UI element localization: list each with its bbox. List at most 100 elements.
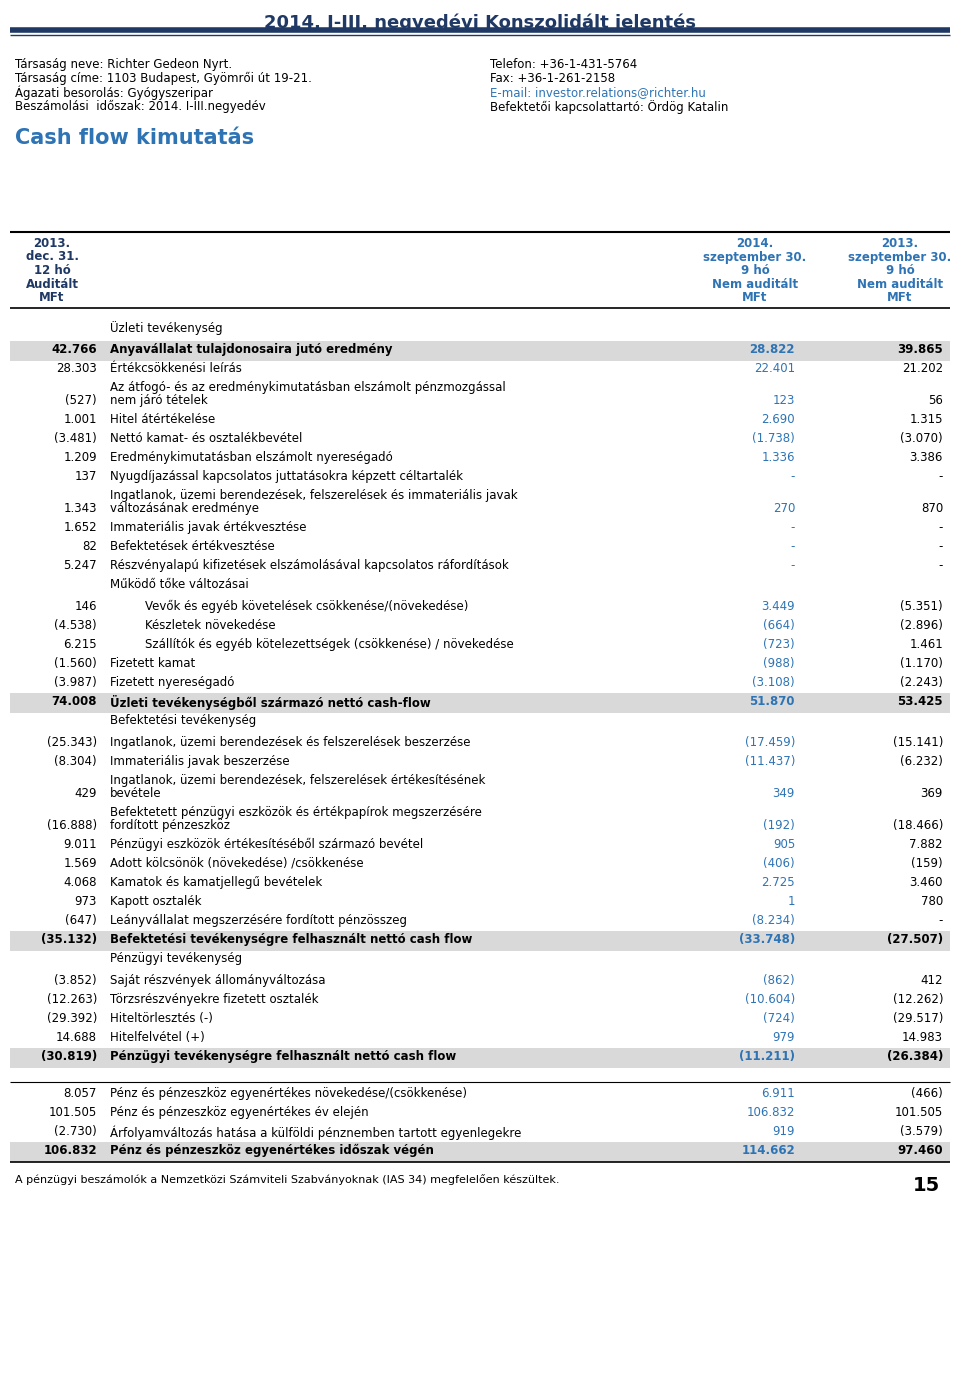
Text: Nem auditált: Nem auditált [857, 277, 943, 291]
Text: Kapott osztalék: Kapott osztalék [110, 895, 202, 908]
Text: 74.008: 74.008 [52, 695, 97, 708]
Text: (8.304): (8.304) [55, 755, 97, 768]
Text: 114.662: 114.662 [741, 1144, 795, 1157]
Text: 2.690: 2.690 [761, 413, 795, 427]
Text: 3.386: 3.386 [910, 450, 943, 464]
Text: Hiteltörlesztés (-): Hiteltörlesztés (-) [110, 1011, 213, 1025]
Text: Ingatlanok, üzemi berendezések és felszerelések beszerzése: Ingatlanok, üzemi berendezések és felsze… [110, 736, 470, 748]
Text: (12.262): (12.262) [893, 993, 943, 1006]
Text: Telefon: +36-1-431-5764: Telefon: +36-1-431-5764 [490, 57, 637, 71]
Text: (3.108): (3.108) [753, 676, 795, 688]
Text: 1.209: 1.209 [63, 450, 97, 464]
Text: fordított pénzeszköz: fordított pénzeszköz [110, 818, 230, 832]
Text: Pénzügyi tevékenység: Pénzügyi tevékenység [110, 951, 242, 965]
Text: (5.351): (5.351) [900, 600, 943, 613]
Text: Vevők és egyéb követelések csökkenése/(növekedése): Vevők és egyéb követelések csökkenése/(n… [145, 600, 468, 613]
Text: 106.832: 106.832 [747, 1107, 795, 1119]
Bar [10, 1142, 950, 1163]
Text: Szállítók és egyéb kötelezettségek (csökkenése) / növekedése: Szállítók és egyéb kötelezettségek (csök… [145, 638, 514, 651]
Text: Működő tőke változásai: Működő tőke változásai [110, 578, 249, 590]
Text: (664): (664) [763, 618, 795, 632]
Text: 1.315: 1.315 [909, 413, 943, 427]
Text: 349: 349 [773, 788, 795, 800]
Text: 15: 15 [913, 1177, 940, 1195]
Text: Adott kölcsönök (növekedése) /csökkenése: Adott kölcsönök (növekedése) /csökkenése [110, 858, 364, 870]
Text: 1.343: 1.343 [63, 502, 97, 515]
Text: Fizetett nyereségadó: Fizetett nyereségadó [110, 676, 234, 688]
Text: (406): (406) [763, 858, 795, 870]
Text: Auditált: Auditált [26, 277, 79, 291]
Text: -: - [939, 914, 943, 928]
Text: Társaság címe: 1103 Budapest, Gyömrői út 19-21.: Társaság címe: 1103 Budapest, Gyömrői út… [15, 71, 312, 85]
Text: 919: 919 [773, 1125, 795, 1137]
Text: (3.987): (3.987) [55, 676, 97, 688]
Text: -: - [791, 470, 795, 483]
Text: dec. 31.: dec. 31. [26, 250, 79, 263]
Text: -: - [939, 520, 943, 534]
Text: (33.748): (33.748) [739, 933, 795, 946]
Text: (527): (527) [65, 395, 97, 407]
Text: 42.766: 42.766 [52, 343, 97, 355]
Text: (25.343): (25.343) [47, 736, 97, 748]
Text: (3.579): (3.579) [900, 1125, 943, 1137]
Text: -: - [939, 470, 943, 483]
Text: Saját részvények állományváltozása: Saját részvények állományváltozása [110, 974, 325, 988]
Text: 9 hó: 9 hó [886, 264, 914, 277]
Text: (159): (159) [911, 858, 943, 870]
Text: 51.870: 51.870 [750, 695, 795, 708]
Text: 146: 146 [75, 600, 97, 613]
Text: -: - [939, 560, 943, 572]
Text: Anyavállalat tulajdonosaira jutó eredmény: Anyavállalat tulajdonosaira jutó eredmén… [110, 343, 393, 355]
Text: Immateriális javak értékvesztése: Immateriális javak értékvesztése [110, 520, 306, 534]
Text: 101.505: 101.505 [895, 1107, 943, 1119]
Text: (16.888): (16.888) [47, 818, 97, 832]
Text: Ingatlanok, üzemi berendezések, felszerelések és immateriális javak: Ingatlanok, üzemi berendezések, felszere… [110, 490, 517, 502]
Text: -: - [791, 540, 795, 553]
Text: 101.505: 101.505 [49, 1107, 97, 1119]
Text: Befektetői kapcsolattartó: Ördög Katalin: Befektetői kapcsolattartó: Ördög Katalin [490, 99, 729, 113]
Text: 270: 270 [773, 502, 795, 515]
Text: MFt: MFt [742, 291, 768, 304]
Text: Üzleti tevékenység: Üzleti tevékenység [110, 320, 223, 334]
Text: 82: 82 [83, 540, 97, 553]
Text: (4.538): (4.538) [55, 618, 97, 632]
Text: változásának eredménye: változásának eredménye [110, 502, 259, 515]
Text: (2.730): (2.730) [55, 1125, 97, 1137]
Bar [10, 341, 950, 361]
Text: -: - [791, 520, 795, 534]
Text: -: - [939, 540, 943, 553]
Text: -: - [791, 560, 795, 572]
Text: (11.211): (11.211) [739, 1051, 795, 1063]
Text: MFt: MFt [887, 291, 913, 304]
Text: (27.507): (27.507) [887, 933, 943, 946]
Text: Leányvállalat megszerzésére fordított pénzösszeg: Leányvállalat megszerzésére fordított pé… [110, 914, 407, 928]
Text: Befektetett pénzügyi eszközök és értékpapírok megszerzésére: Befektetett pénzügyi eszközök és értékpa… [110, 806, 482, 818]
Text: 14.983: 14.983 [902, 1031, 943, 1044]
Text: Kamatok és kamatjellegű bevételek: Kamatok és kamatjellegű bevételek [110, 876, 323, 888]
Text: 1: 1 [787, 895, 795, 908]
Text: 2013.: 2013. [881, 236, 919, 250]
Text: (1.170): (1.170) [900, 658, 943, 670]
Text: 412: 412 [921, 974, 943, 988]
Text: (3.852): (3.852) [55, 974, 97, 988]
Text: Fizetett kamat: Fizetett kamat [110, 658, 195, 670]
Text: Árfolyamváltozás hatása a külföldi pénznemben tartott egyenlegekre: Árfolyamváltozás hatása a külföldi pénzn… [110, 1125, 521, 1140]
Text: Beszámolási  időszak: 2014. I-III.negyedév: Beszámolási időszak: 2014. I-III.negyedé… [15, 99, 266, 113]
Text: 137: 137 [75, 470, 97, 483]
Text: 2014.: 2014. [736, 236, 774, 250]
Text: 1.652: 1.652 [63, 520, 97, 534]
Text: Pénz és pénzeszköz egyenértékes év elején: Pénz és pénzeszköz egyenértékes év elejé… [110, 1107, 369, 1119]
Text: 2014. I-III. negyedévi Konszolidált jelentés: 2014. I-III. negyedévi Konszolidált jele… [264, 13, 696, 32]
Text: (1.560): (1.560) [55, 658, 97, 670]
Text: 56: 56 [928, 395, 943, 407]
Text: 369: 369 [921, 788, 943, 800]
Text: 4.068: 4.068 [63, 876, 97, 888]
Text: (3.070): (3.070) [900, 432, 943, 445]
Text: Pénz és pénzeszköz egyenértékes növekedése/(csökkenése): Pénz és pénzeszköz egyenértékes növekedé… [110, 1087, 467, 1100]
Text: 28.303: 28.303 [57, 362, 97, 375]
Text: (12.263): (12.263) [47, 993, 97, 1006]
Text: 8.057: 8.057 [63, 1087, 97, 1100]
Text: (29.392): (29.392) [47, 1011, 97, 1025]
Text: 1.001: 1.001 [63, 413, 97, 427]
Text: 12 hó: 12 hó [34, 264, 70, 277]
